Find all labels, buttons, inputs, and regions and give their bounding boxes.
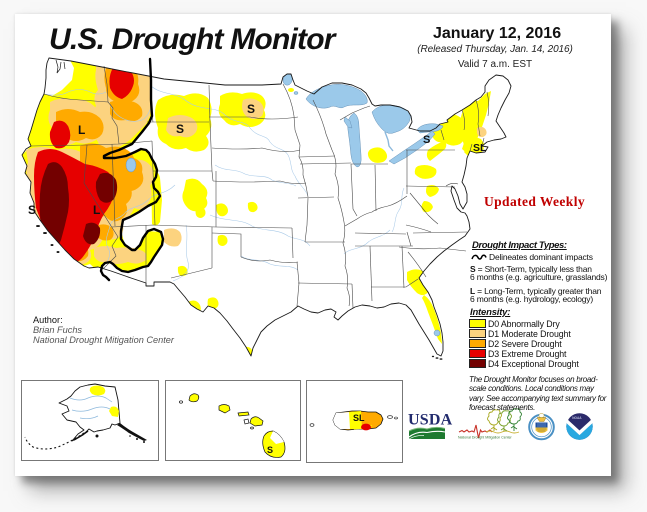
svg-text:L: L	[78, 123, 85, 137]
svg-text:SL: SL	[473, 142, 487, 154]
svg-text:S: S	[267, 445, 273, 455]
svg-text:S: S	[247, 102, 255, 116]
svg-text:SL: SL	[353, 413, 365, 423]
svg-text:NOAA: NOAA	[572, 416, 582, 420]
svg-text:S: S	[28, 203, 36, 217]
svg-text:L: L	[93, 203, 100, 217]
svg-text:S: S	[176, 122, 184, 136]
svg-text:S: S	[423, 134, 430, 146]
svg-text:USDA: USDA	[408, 412, 453, 429]
svg-text:National Drought Mitigation Ce: National Drought Mitigation Center	[458, 436, 513, 440]
